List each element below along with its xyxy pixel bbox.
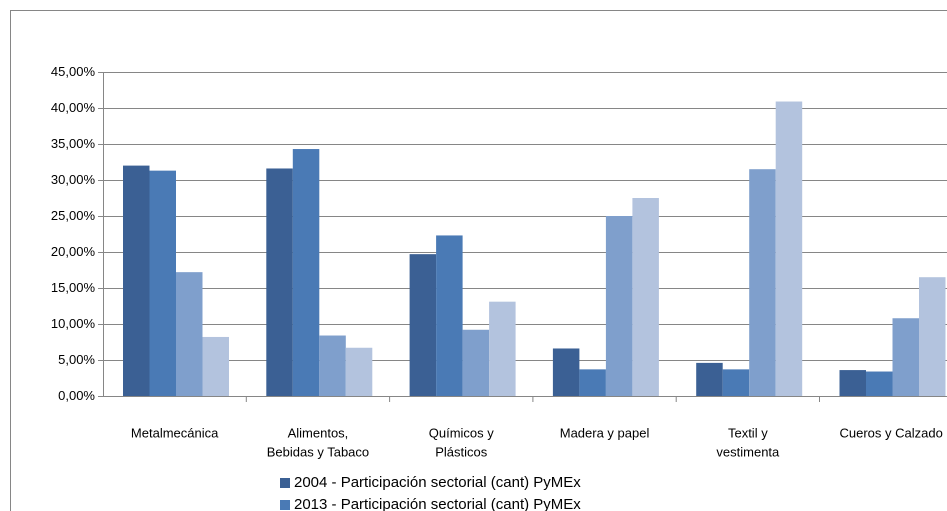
bar bbox=[919, 277, 946, 396]
bar bbox=[123, 165, 150, 396]
bar bbox=[176, 272, 203, 396]
bar bbox=[749, 169, 776, 396]
bar bbox=[579, 369, 606, 396]
bar bbox=[552, 348, 580, 396]
x-tick-label: Textil y bbox=[728, 425, 768, 440]
bar bbox=[839, 370, 866, 396]
x-tick-label: Alimentos, bbox=[288, 425, 349, 440]
y-tick-label: 35,00% bbox=[51, 136, 96, 151]
y-tick-label: 25,00% bbox=[51, 208, 96, 223]
y-tick-label: 20,00% bbox=[51, 244, 96, 259]
legend-label: 2004 - Participación sectorial (cant) Py… bbox=[294, 474, 581, 491]
bar bbox=[345, 347, 373, 396]
x-tick-label: Madera y papel bbox=[560, 425, 650, 440]
bar bbox=[266, 168, 293, 396]
x-tick-label: Plásticos bbox=[435, 444, 488, 459]
bar bbox=[436, 235, 463, 396]
x-tick-label: Químicos y bbox=[429, 425, 495, 440]
y-tick-label: 10,00% bbox=[51, 316, 96, 331]
bar bbox=[722, 369, 750, 396]
legend-swatch bbox=[280, 500, 290, 510]
bar bbox=[605, 216, 633, 396]
y-tick-label: 45,00% bbox=[51, 64, 96, 79]
legend-swatch bbox=[280, 478, 290, 488]
legend-label: 2013 - Participación sectorial (cant) Py… bbox=[294, 496, 581, 511]
x-tick-label: Bebidas y Tabaco bbox=[267, 444, 369, 459]
bar bbox=[866, 371, 893, 396]
bar bbox=[775, 101, 803, 397]
y-tick-label: 0,00% bbox=[58, 388, 95, 403]
bar bbox=[892, 318, 919, 396]
x-tick-label: vestimenta bbox=[716, 444, 780, 459]
bar bbox=[462, 329, 490, 396]
bar bbox=[319, 335, 346, 396]
x-tick-label: Cueros y Calzado bbox=[839, 425, 942, 440]
bar bbox=[409, 254, 437, 396]
bar bbox=[149, 170, 176, 396]
bar bbox=[696, 362, 723, 396]
y-tick-label: 15,00% bbox=[51, 280, 96, 295]
x-tick-label: Metalmecánica bbox=[131, 425, 219, 440]
y-tick-label: 40,00% bbox=[51, 100, 96, 115]
y-tick-label: 5,00% bbox=[58, 352, 95, 367]
bar bbox=[292, 149, 320, 396]
bar bbox=[202, 336, 229, 396]
bar bbox=[489, 301, 516, 396]
bar bbox=[632, 198, 659, 396]
y-tick-label: 30,00% bbox=[51, 172, 96, 187]
